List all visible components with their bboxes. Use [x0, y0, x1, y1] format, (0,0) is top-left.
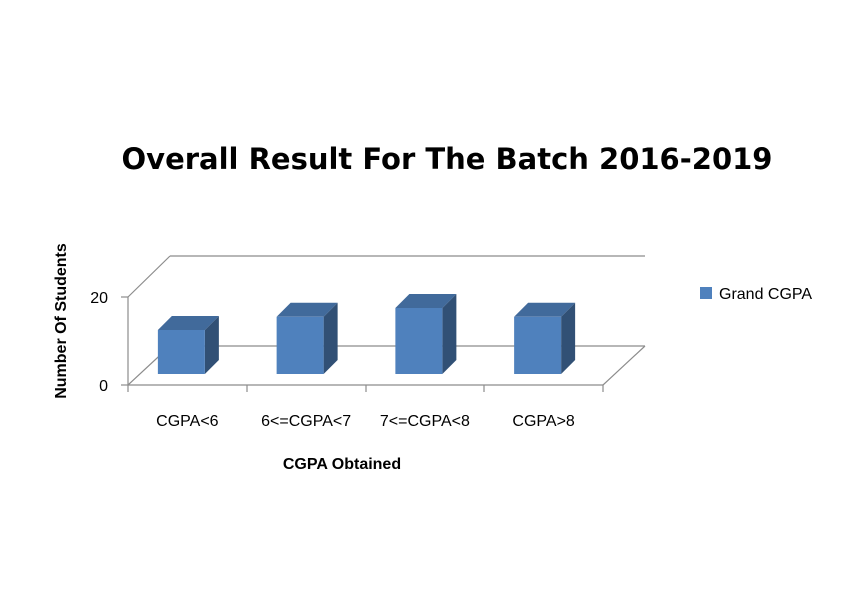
legend-label: Grand CGPA	[719, 286, 812, 303]
bar	[514, 302, 576, 374]
x-tick-label: CGPA<6	[156, 413, 219, 430]
floor-right-edge	[602, 345, 646, 386]
x-tick-labels: CGPA<6 6<=CGPA<7 7<=CGPA<8 CGPA>8	[156, 413, 575, 430]
y-tick-labels: 0 20	[90, 290, 108, 395]
bar	[157, 316, 219, 374]
bar-side-face	[561, 302, 576, 374]
y-tick-label: 20	[90, 290, 108, 307]
bar-side-face	[204, 316, 219, 374]
bar-front-face	[157, 330, 205, 374]
bar-top-face	[514, 302, 576, 317]
bar-top-face	[276, 302, 338, 317]
x-tick-label: CGPA>8	[512, 413, 575, 430]
bar	[276, 302, 338, 374]
back-wall-top-left-edge	[127, 255, 171, 298]
bar-side-face	[323, 302, 338, 374]
bar-top-face	[157, 316, 219, 330]
x-tick-label: 6<=CGPA<7	[261, 413, 351, 430]
bar-front-face	[276, 316, 324, 374]
bar	[395, 294, 457, 374]
bars-group	[157, 294, 576, 374]
legend: Grand CGPA	[700, 286, 812, 303]
x-tick-label: 7<=CGPA<8	[380, 413, 470, 430]
bar-side-face	[442, 294, 457, 374]
bar-front-face	[395, 308, 443, 374]
y-tick-label: 0	[99, 378, 108, 395]
y-axis-title: Number Of Students	[53, 243, 70, 399]
x-axis-title: CGPA Obtained	[283, 456, 401, 473]
chart-title: Overall Result For The Batch 2016-2019	[122, 142, 773, 176]
bar-front-face	[514, 316, 562, 374]
bar-top-face	[395, 294, 457, 308]
legend-swatch	[700, 287, 712, 299]
